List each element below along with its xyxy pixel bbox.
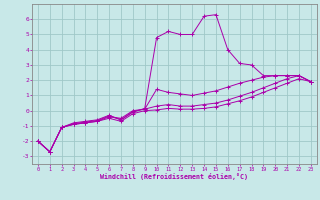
X-axis label: Windchill (Refroidissement éolien,°C): Windchill (Refroidissement éolien,°C) [100,173,248,180]
